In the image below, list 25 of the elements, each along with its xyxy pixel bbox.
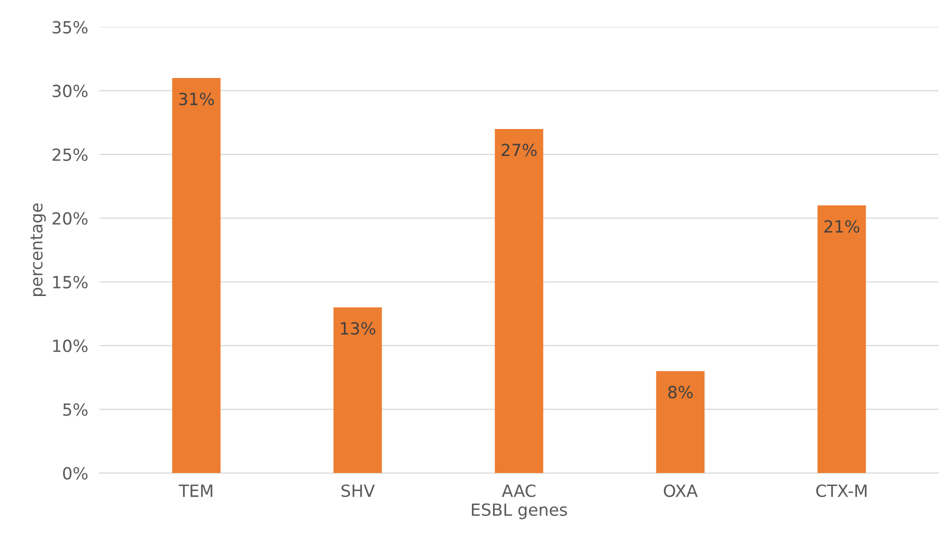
x-tick-label: SHV <box>342 484 375 498</box>
x-tick-label: OXA <box>664 484 698 498</box>
data-label: 27% <box>502 144 537 156</box>
bar <box>494 128 544 474</box>
bar <box>333 307 382 474</box>
x-tick-label: AAC <box>502 484 536 498</box>
data-label: 21% <box>824 220 860 233</box>
data-label: 31% <box>179 92 214 106</box>
y-tick-label: 20% <box>52 212 88 225</box>
x-tick-label: TEM <box>178 484 212 497</box>
bar <box>656 371 705 474</box>
x-tick-label: CTX-M <box>816 484 866 498</box>
y-tick-label: 5% <box>63 403 88 416</box>
bar <box>172 78 221 474</box>
data-label: 13% <box>340 322 376 335</box>
x-axis-title: ESBL genes <box>472 503 567 520</box>
bar <box>818 205 866 474</box>
y-tick-label: 25% <box>52 148 88 162</box>
y-tick-label: 15% <box>53 276 88 288</box>
y-tick-label: 30% <box>52 84 88 98</box>
y-tick-label: 0% <box>63 467 88 480</box>
data-label: 8% <box>668 386 693 398</box>
y-tick-label: 10% <box>53 340 88 352</box>
y-tick-label: 35% <box>52 20 88 34</box>
y-axis-title: percentage <box>30 203 46 296</box>
